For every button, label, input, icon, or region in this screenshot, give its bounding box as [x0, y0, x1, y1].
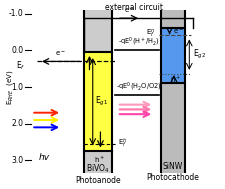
Text: 1.0: 1.0	[11, 83, 23, 91]
Text: h$^+$: h$^+$	[170, 75, 181, 85]
Bar	[161, 10, 185, 173]
Text: external circuit: external circuit	[106, 3, 163, 12]
Text: 0.0: 0.0	[11, 46, 23, 55]
Bar	[161, 28, 185, 83]
Text: hv: hv	[39, 153, 50, 162]
Text: e$^-$: e$^-$	[124, 6, 134, 15]
Text: e$^-$: e$^-$	[55, 49, 66, 58]
Text: SiNW
Photocathode: SiNW Photocathode	[146, 162, 199, 182]
Text: 3.0: 3.0	[11, 156, 23, 165]
Bar	[84, 52, 112, 151]
Text: E$_{RHE}$  (eV): E$_{RHE}$ (eV)	[5, 69, 16, 105]
Text: E$_{g1}$: E$_{g1}$	[95, 95, 108, 108]
Text: E$_f$: E$_f$	[16, 59, 26, 72]
Text: E$_{g2}$: E$_{g2}$	[193, 48, 206, 61]
Text: h$^+$: h$^+$	[94, 155, 105, 165]
Text: e$^-$: e$^-$	[173, 27, 184, 36]
Text: E$_f^h$: E$_f^h$	[118, 137, 127, 150]
Text: BiVO$_4$
Photoanode: BiVO$_4$ Photoanode	[75, 162, 121, 185]
Bar	[84, 10, 112, 173]
Text: -qE$^0$(H$_2$O/O2): -qE$^0$(H$_2$O/O2)	[116, 80, 162, 93]
Text: 2.0: 2.0	[11, 119, 23, 128]
Text: E$_f^n$: E$_f^n$	[146, 28, 155, 40]
Text: -qE$^0$(H$^+$/H$_2$): -qE$^0$(H$^+$/H$_2$)	[118, 35, 160, 47]
Text: -1.0: -1.0	[8, 9, 23, 18]
